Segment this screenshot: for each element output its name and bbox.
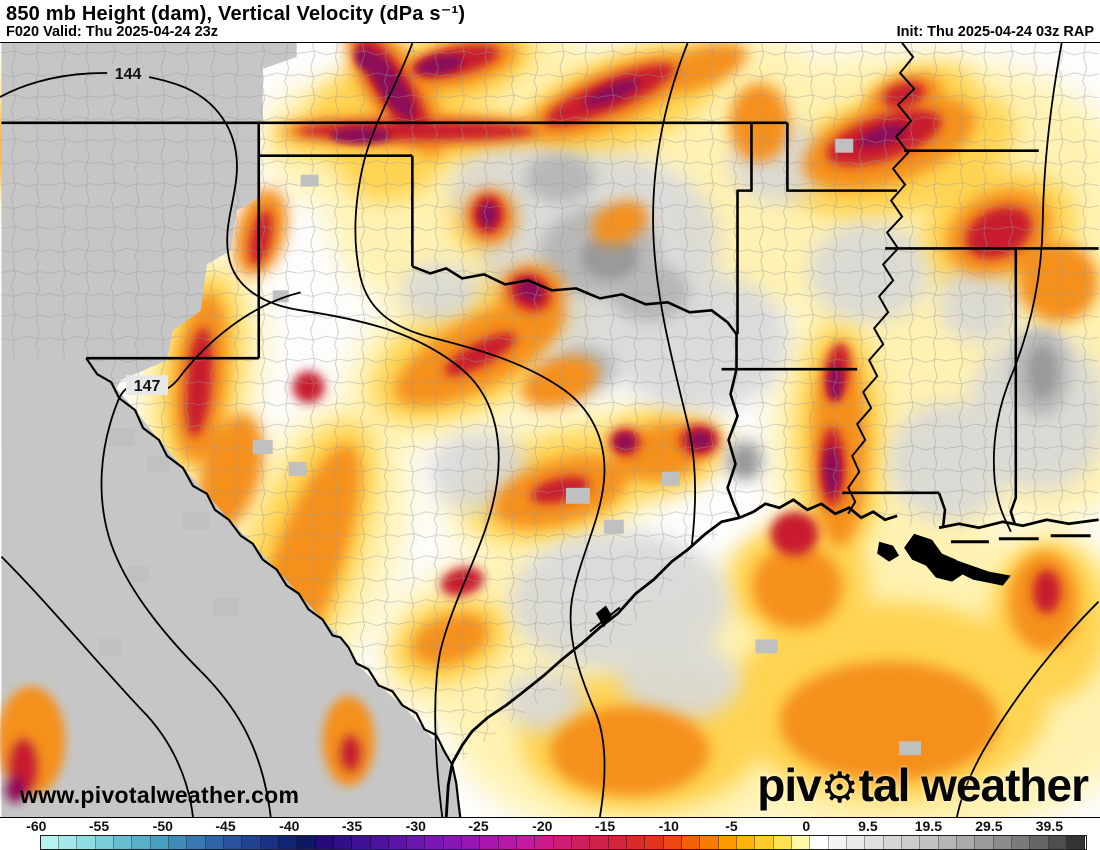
colorbar-cell [297, 836, 316, 849]
colorbar-cells [39, 835, 1087, 850]
weather-map-graphic: 144 147 [0, 43, 1100, 817]
header: 850 mb Height (dam), Vertical Velocity (… [0, 0, 1100, 42]
colorbar-tick: -20 [532, 818, 553, 834]
colorbar-cell [572, 836, 591, 849]
colorbar-tick: -55 [88, 818, 110, 834]
contour-label-144: 144 [115, 66, 142, 83]
colorbar-cell [480, 836, 499, 849]
colorbar-cell [77, 836, 96, 849]
colorbar-cell [700, 836, 719, 849]
vv-shading-mexico [0, 686, 375, 804]
colorbar-cell [388, 836, 408, 849]
colorbar-cell [847, 836, 866, 849]
colorbar-cell [792, 836, 811, 849]
colorbar-cell [95, 836, 114, 849]
colorbar-cell [498, 836, 518, 849]
colorbar-cell [205, 836, 224, 849]
colorbar-tick: -40 [279, 818, 300, 834]
colorbar-tick: 19.5 [914, 818, 943, 834]
map-canvas: 144 147 [0, 42, 1100, 818]
colorbar-tick: 39.5 [1035, 818, 1064, 834]
colorbar-cell [608, 836, 628, 849]
colorbar-cell [1048, 836, 1067, 849]
logo-text-left: piv [757, 759, 821, 811]
model-init-time: Init: Thu 2025-04-24 03z RAP [896, 24, 1094, 40]
colorbar-cell [975, 836, 994, 849]
colorbar-cell [810, 836, 829, 849]
colorbar-cell [1030, 836, 1049, 849]
colorbar-cell [755, 836, 774, 849]
colorbar-cell [865, 836, 884, 849]
colorbar-cell [462, 836, 481, 849]
colorbar-cell [737, 836, 756, 849]
rivers [85, 43, 916, 817]
colorbar-tick: -15 [594, 818, 616, 834]
map-title: 850 mb Height (dam), Vertical Velocity (… [6, 3, 466, 25]
colorbar-cell [315, 836, 334, 849]
colorbar-tick: -60 [26, 818, 47, 834]
colorbar-cell [535, 836, 554, 849]
forecast-valid-time: F020 Valid: Thu 2025-04-24 23z [6, 24, 218, 40]
colorbar-cell [132, 836, 151, 849]
colorbar-tick: -25 [468, 818, 489, 834]
colorbar-cell [663, 836, 683, 849]
colorbar-tick: -30 [405, 818, 426, 834]
colorbar-cell [1011, 836, 1031, 849]
colorbar-cell [58, 836, 78, 849]
colorbar-cell [993, 836, 1012, 849]
gear-icon: ⚙ [820, 763, 859, 812]
colorbar-cell [443, 836, 463, 849]
colorbar-cell [425, 836, 444, 849]
coastline [444, 498, 1099, 817]
colorbar-cell [828, 836, 848, 849]
colorbar-cell [113, 836, 133, 849]
pivotal-weather-logo: piv⚙tal weather [757, 758, 1089, 812]
delta-landforms [595, 533, 1011, 628]
colorbar-cell [40, 836, 59, 849]
colorbar-cell [718, 836, 738, 849]
colorbar-tick: -5 [725, 818, 738, 834]
colorbar-cell [242, 836, 261, 849]
colorbar-cell [278, 836, 298, 849]
colorbar-tick: -50 [152, 818, 173, 834]
colorbar-cell [590, 836, 609, 849]
colorbar-tick-labels: -60 -55 -50 -45 -40 -35 -30 -25 -20 -15 -10 -5 0 9.5 1… [0, 818, 1100, 834]
contour-label-group: 144 147 [107, 62, 168, 395]
colorbar-cell [883, 836, 903, 849]
colorbar-cell [370, 836, 389, 849]
gray-pixel-patches [99, 138, 922, 756]
colorbar-cell [352, 836, 371, 849]
colorbar-tick: 9.5 [858, 818, 878, 834]
contour-label-147: 147 [134, 378, 161, 395]
colorbar-cell [553, 836, 573, 849]
colorbar-tick: -35 [341, 818, 363, 834]
height-contours [0, 43, 1100, 817]
colorbar-cell [517, 836, 536, 849]
colorbar-cell [223, 836, 243, 849]
colorbar-tick: -10 [658, 818, 679, 834]
colorbar-tick: 0 [802, 818, 811, 834]
logo-text-right: tal weather [858, 759, 1089, 811]
colorbar-cell [627, 836, 646, 849]
colorbar-cell [260, 836, 279, 849]
colorbar-cell [168, 836, 188, 849]
colorbar-cell [150, 836, 169, 849]
colorbar-cell [407, 836, 426, 849]
colorbar-tick: 29.5 [975, 818, 1003, 834]
colorbar-cell [938, 836, 957, 849]
colorbar: -60 -55 -50 -45 -40 -35 -30 -25 -20 -15 -10 -5 0 9.5 1… [0, 818, 1100, 850]
colorbar-cell [957, 836, 976, 849]
colorbar-cell [682, 836, 701, 849]
watermark-url: www.pivotalweather.com [20, 782, 300, 808]
colorbar-cell [902, 836, 921, 849]
colorbar-tick: -45 [215, 818, 236, 834]
colorbar-cell [773, 836, 793, 849]
colorbar-cell [645, 836, 664, 849]
colorbar-cell [187, 836, 206, 849]
colorbar-cell [333, 836, 353, 849]
colorbar-cell [1066, 836, 1086, 849]
colorbar-cell [920, 836, 939, 849]
state-borders [1, 121, 1099, 528]
